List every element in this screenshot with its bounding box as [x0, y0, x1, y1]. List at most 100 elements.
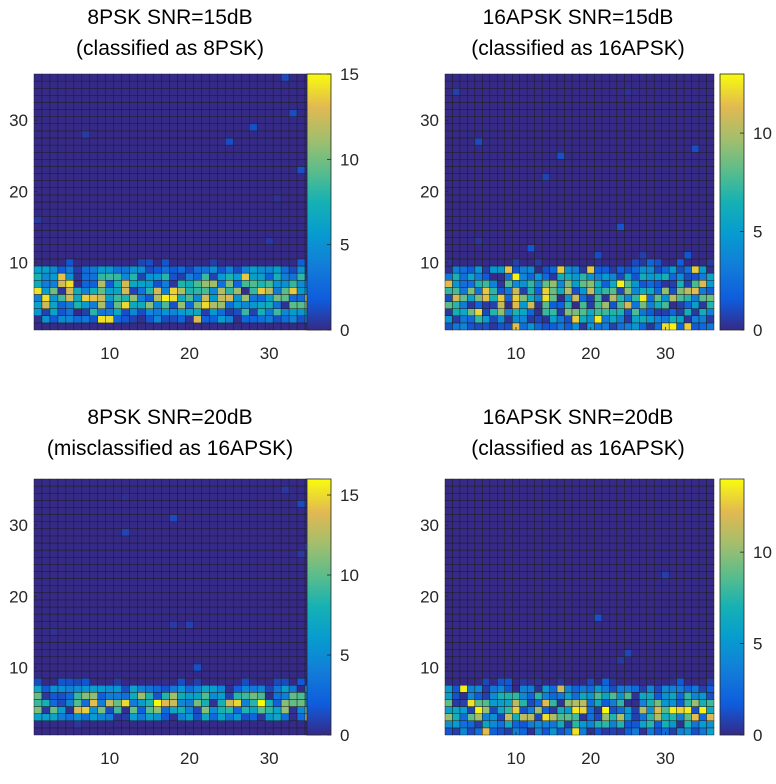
heatmap-cell [565, 536, 572, 543]
heatmap-cell [209, 643, 217, 650]
heatmap-cell [273, 564, 281, 571]
heatmap-cell [452, 607, 459, 614]
heatmap-cell [297, 607, 305, 614]
heatmap-cell [460, 721, 467, 728]
heatmap-cell [178, 74, 186, 81]
heatmap-cell [130, 110, 138, 117]
heatmap-cell [201, 131, 209, 138]
heatmap-cell [475, 529, 482, 536]
heatmap-cell [557, 138, 564, 145]
heatmap-cell [654, 309, 661, 316]
heatmap-cell [617, 131, 624, 138]
heatmap-cell [490, 529, 497, 536]
heatmap-cell [34, 145, 42, 152]
heatmap-cell [572, 721, 579, 728]
heatmap-cell [647, 145, 654, 152]
heatmap-cell [185, 479, 193, 486]
heatmap-cell [209, 209, 217, 216]
heatmap-cell [114, 102, 122, 109]
heatmap-cell [565, 309, 572, 316]
heatmap-cell [482, 216, 489, 223]
heatmap-cell [297, 643, 305, 650]
heatmap-cell [677, 195, 684, 202]
heatmap-cell [178, 707, 186, 714]
heatmap-cell [74, 699, 82, 706]
heatmap-cell [273, 294, 281, 301]
y-tick-label: 20 [9, 182, 28, 201]
heatmap-cell [467, 81, 474, 88]
heatmap-cell [557, 309, 564, 316]
heatmap-cell [98, 529, 106, 536]
heatmap-cell [281, 728, 289, 735]
heatmap-cell [154, 479, 162, 486]
heatmap-cell [225, 102, 233, 109]
heatmap-cell [617, 579, 624, 586]
heatmap-cell [490, 628, 497, 635]
heatmap-cell [225, 259, 233, 266]
heatmap-cell [460, 707, 467, 714]
heatmap-cell [475, 607, 482, 614]
y-tick-label: 30 [9, 516, 28, 535]
heatmap-cell [557, 245, 564, 252]
heatmap-cell [114, 280, 122, 287]
heatmap-cell [482, 550, 489, 557]
heatmap-cell [609, 273, 616, 280]
heatmap-cell [684, 323, 691, 330]
heatmap-cell [289, 657, 297, 664]
heatmap-cell [632, 259, 639, 266]
heatmap-cell [185, 259, 193, 266]
heatmap-cell [82, 607, 90, 614]
heatmap-cell [257, 678, 265, 685]
heatmap-cell [241, 500, 249, 507]
heatmap-cell [249, 707, 257, 714]
heatmap-cell [572, 557, 579, 564]
heatmap-cell [654, 536, 661, 543]
heatmap-cell [692, 266, 699, 273]
heatmap-cell [602, 131, 609, 138]
heatmap-cell [460, 600, 467, 607]
heatmap-cell [497, 266, 504, 273]
heatmap-cell [130, 500, 138, 507]
heatmap-cell [122, 266, 130, 273]
heatmap-cell [452, 728, 459, 735]
heatmap-cell [452, 628, 459, 635]
heatmap-cell [201, 579, 209, 586]
heatmap-cell [452, 685, 459, 692]
heatmap-cell [265, 209, 273, 216]
heatmap-cell [90, 721, 98, 728]
heatmap-cell [520, 102, 527, 109]
heatmap-cell [90, 81, 98, 88]
heatmap-cell [249, 643, 257, 650]
heatmap-cell [82, 95, 90, 102]
heatmap-cell [114, 216, 122, 223]
heatmap-cell [699, 635, 706, 642]
heatmap-cell [662, 600, 669, 607]
heatmap-cell [662, 216, 669, 223]
heatmap-cell [609, 259, 616, 266]
heatmap-cell [490, 287, 497, 294]
heatmap-cell [122, 493, 130, 500]
heatmap-cell [602, 643, 609, 650]
heatmap-cell [557, 664, 564, 671]
heatmap-cell [594, 174, 601, 181]
heatmap-cell [273, 607, 281, 614]
heatmap-cell [66, 600, 74, 607]
heatmap-cell [707, 607, 714, 614]
heatmap-cell [707, 110, 714, 117]
heatmap-cell [572, 529, 579, 536]
heatmap-cell [66, 522, 74, 529]
heatmap-cell [662, 721, 669, 728]
heatmap-cell [162, 316, 170, 323]
heatmap-cell [594, 664, 601, 671]
heatmap-cell [452, 188, 459, 195]
heatmap-cell [297, 159, 305, 166]
heatmap-cell [647, 152, 654, 159]
heatmap-cell [154, 152, 162, 159]
heatmap-cell [497, 657, 504, 664]
heatmap-cell [146, 230, 154, 237]
heatmap-cell [122, 650, 130, 657]
heatmap-cell [550, 216, 557, 223]
heatmap-cell [74, 287, 82, 294]
heatmap-cell [58, 230, 66, 237]
heatmap-cell [114, 138, 122, 145]
